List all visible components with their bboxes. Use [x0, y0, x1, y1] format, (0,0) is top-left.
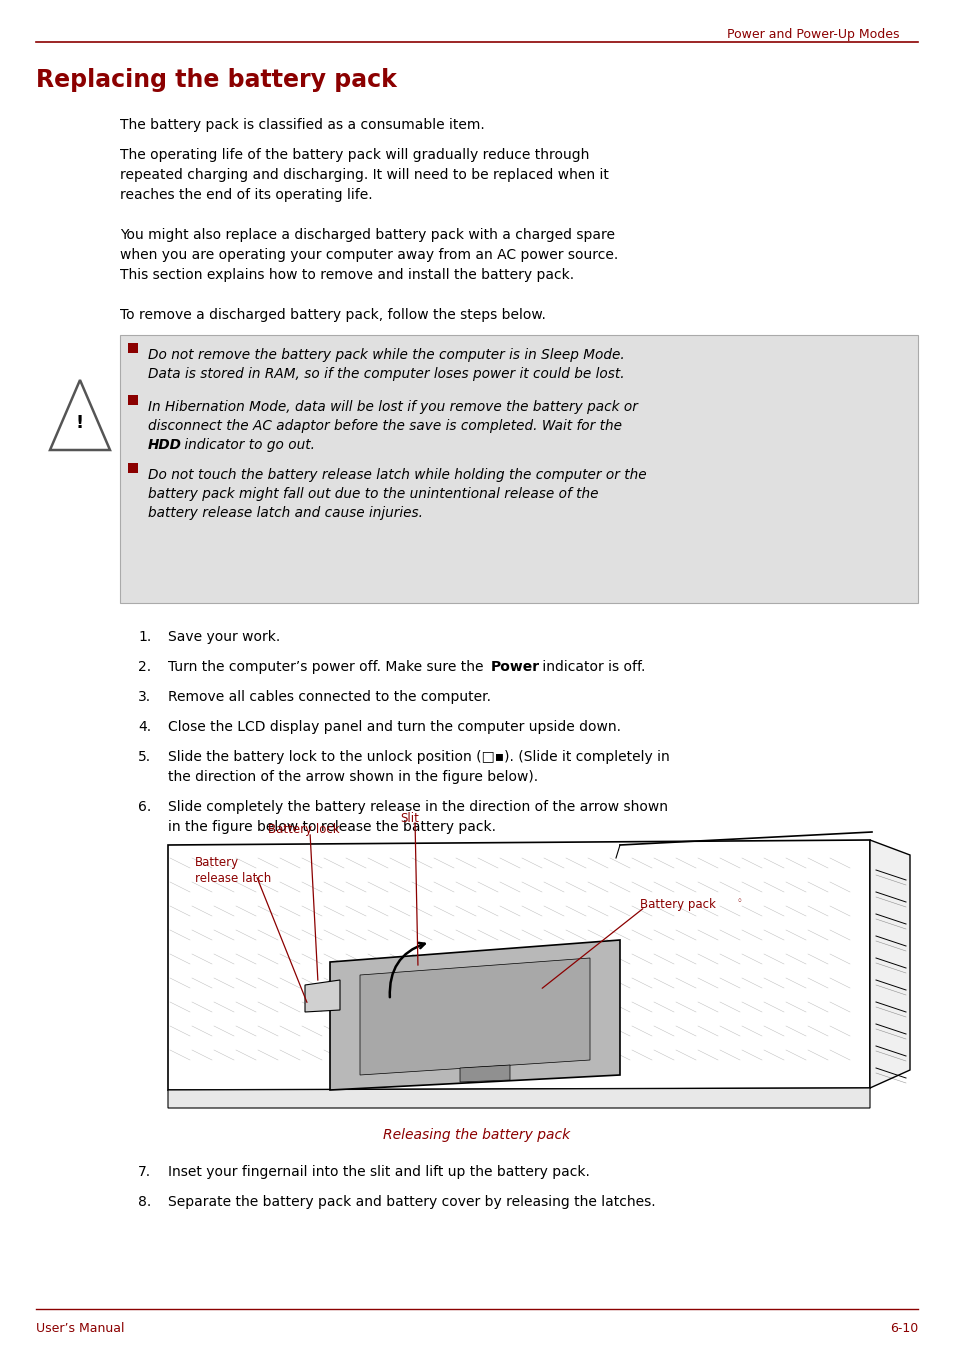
Text: Data is stored in RAM, so if the computer loses power it could be lost.: Data is stored in RAM, so if the compute…: [148, 367, 624, 381]
Text: repeated charging and discharging. It will need to be replaced when it: repeated charging and discharging. It wi…: [120, 168, 608, 182]
Text: 2.: 2.: [138, 661, 151, 674]
Text: when you are operating your computer away from an AC power source.: when you are operating your computer awa…: [120, 249, 618, 262]
Bar: [128, 394, 138, 405]
Text: 6.: 6.: [138, 800, 152, 815]
Text: Power: Power: [491, 661, 539, 674]
Text: Battery lock: Battery lock: [268, 823, 339, 836]
Text: battery pack might fall out due to the unintentional release of the: battery pack might fall out due to the u…: [148, 486, 598, 501]
Text: the direction of the arrow shown in the figure below).: the direction of the arrow shown in the …: [168, 770, 537, 784]
Text: indicator to go out.: indicator to go out.: [180, 438, 314, 453]
Text: The operating life of the battery pack will gradually reduce through: The operating life of the battery pack w…: [120, 149, 589, 162]
Text: in the figure below to release the battery pack.: in the figure below to release the batte…: [168, 820, 496, 834]
Text: 3.: 3.: [138, 690, 151, 704]
Polygon shape: [869, 840, 909, 1088]
Text: Separate the battery pack and battery cover by releasing the latches.: Separate the battery pack and battery co…: [168, 1196, 655, 1209]
Polygon shape: [459, 1065, 510, 1082]
Text: Slit: Slit: [399, 812, 418, 825]
Text: !: !: [76, 413, 84, 432]
Polygon shape: [330, 940, 619, 1090]
Text: HDD: HDD: [148, 438, 182, 453]
Text: Power and Power-Up Modes: Power and Power-Up Modes: [727, 28, 899, 41]
Polygon shape: [168, 840, 869, 1090]
Text: Replacing the battery pack: Replacing the battery pack: [36, 68, 396, 92]
Text: Do not remove the battery pack while the computer is in Sleep Mode.: Do not remove the battery pack while the…: [148, 349, 624, 362]
Text: User’s Manual: User’s Manual: [36, 1323, 125, 1335]
Text: Close the LCD display panel and turn the computer upside down.: Close the LCD display panel and turn the…: [168, 720, 620, 734]
Text: Remove all cables connected to the computer.: Remove all cables connected to the compu…: [168, 690, 491, 704]
Text: Battery: Battery: [194, 857, 239, 869]
Text: 1.: 1.: [138, 630, 152, 644]
Text: The battery pack is classified as a consumable item.: The battery pack is classified as a cons…: [120, 118, 484, 132]
Text: disconnect the AC adaptor before the save is completed. Wait for the: disconnect the AC adaptor before the sav…: [148, 419, 621, 434]
Text: This section explains how to remove and install the battery pack.: This section explains how to remove and …: [120, 267, 574, 282]
Text: Battery pack: Battery pack: [639, 898, 715, 911]
Bar: [128, 343, 138, 353]
Text: Inset your fingernail into the slit and lift up the battery pack.: Inset your fingernail into the slit and …: [168, 1165, 589, 1179]
Text: 8.: 8.: [138, 1196, 152, 1209]
Text: Releasing the battery pack: Releasing the battery pack: [383, 1128, 570, 1142]
Text: release latch: release latch: [194, 871, 271, 885]
Text: Slide the battery lock to the unlock position (□▪). (Slide it completely in: Slide the battery lock to the unlock pos…: [168, 750, 669, 765]
Text: indicator is off.: indicator is off.: [537, 661, 644, 674]
Text: To remove a discharged battery pack, follow the steps below.: To remove a discharged battery pack, fol…: [120, 308, 545, 322]
Text: Turn the computer’s power off. Make sure the: Turn the computer’s power off. Make sure…: [168, 661, 487, 674]
Text: Save your work.: Save your work.: [168, 630, 280, 644]
Polygon shape: [168, 1088, 869, 1108]
Polygon shape: [359, 958, 589, 1075]
Text: Slide completely the battery release in the direction of the arrow shown: Slide completely the battery release in …: [168, 800, 667, 815]
Text: 5.: 5.: [138, 750, 151, 765]
Text: reaches the end of its operating life.: reaches the end of its operating life.: [120, 188, 373, 203]
Text: 7.: 7.: [138, 1165, 151, 1179]
Bar: [128, 463, 138, 473]
Text: Do not touch the battery release latch while holding the computer or the: Do not touch the battery release latch w…: [148, 467, 646, 482]
Text: ◦: ◦: [737, 896, 742, 907]
FancyBboxPatch shape: [120, 335, 917, 603]
Text: 4.: 4.: [138, 720, 151, 734]
Text: You might also replace a discharged battery pack with a charged spare: You might also replace a discharged batt…: [120, 228, 615, 242]
Text: battery release latch and cause injuries.: battery release latch and cause injuries…: [148, 507, 422, 520]
Text: 6-10: 6-10: [889, 1323, 917, 1335]
Text: In Hibernation Mode, data will be lost if you remove the battery pack or: In Hibernation Mode, data will be lost i…: [148, 400, 638, 413]
Polygon shape: [305, 979, 339, 1012]
Polygon shape: [50, 380, 110, 450]
